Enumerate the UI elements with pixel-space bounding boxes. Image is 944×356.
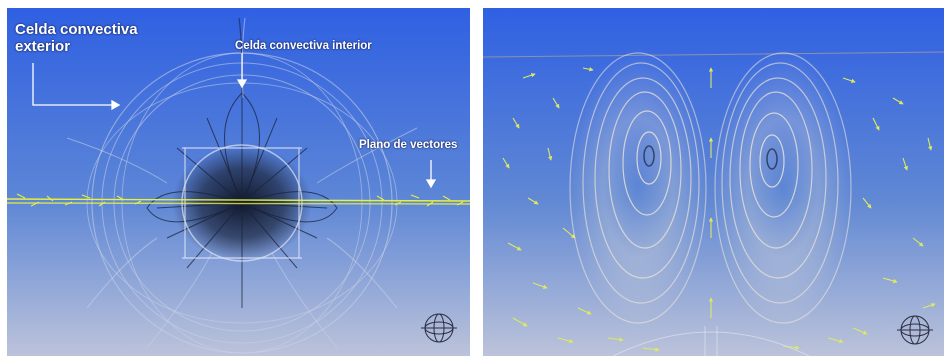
left-flow-render (7, 8, 470, 356)
vector-plane-label: Plano de vectores (359, 139, 458, 151)
vector-plane (7, 193, 470, 207)
left-visualization-panel: Celda convectiva exterior Celda convecti… (7, 8, 470, 356)
orientation-gizmo-icon (897, 315, 933, 345)
orientation-gizmo-icon (421, 313, 457, 343)
right-visualization-panel (483, 8, 944, 356)
horizon-line (483, 51, 944, 58)
inner-cell-label: Celda convectiva interior (235, 40, 372, 52)
label-pointers (32, 53, 437, 189)
left-vortex (568, 48, 708, 328)
bottom-sphere-outline (612, 326, 810, 356)
right-vortex (713, 48, 853, 328)
right-flow-render (483, 8, 944, 356)
outer-cell-label: Celda convectiva exterior (15, 21, 138, 55)
